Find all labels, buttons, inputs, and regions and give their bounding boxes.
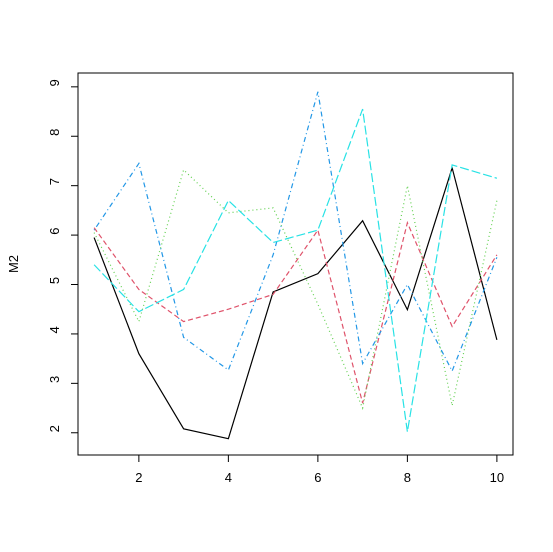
x-tick-label: 10 [490,470,504,485]
series-line [93,91,498,373]
series-line [93,165,498,440]
x-tick-label: 6 [314,470,321,485]
y-tick-label: 2 [47,425,62,432]
y-axis-label: M2 [6,255,21,273]
y-tick-label: 5 [47,277,62,284]
y-tick-label: 6 [47,227,62,234]
y-tick-label: 8 [47,129,62,136]
plot-frame [77,72,514,456]
x-tick-label: 8 [404,470,411,485]
y-tick-label: 9 [47,79,62,86]
y-tick-label: 4 [47,326,62,333]
y-tick-label: 7 [47,178,62,185]
y-tick-label: 3 [47,376,62,383]
series-line [93,220,498,404]
series-line [93,108,498,432]
x-tick-label: 4 [225,470,232,485]
x-tick-label: 2 [135,470,142,485]
